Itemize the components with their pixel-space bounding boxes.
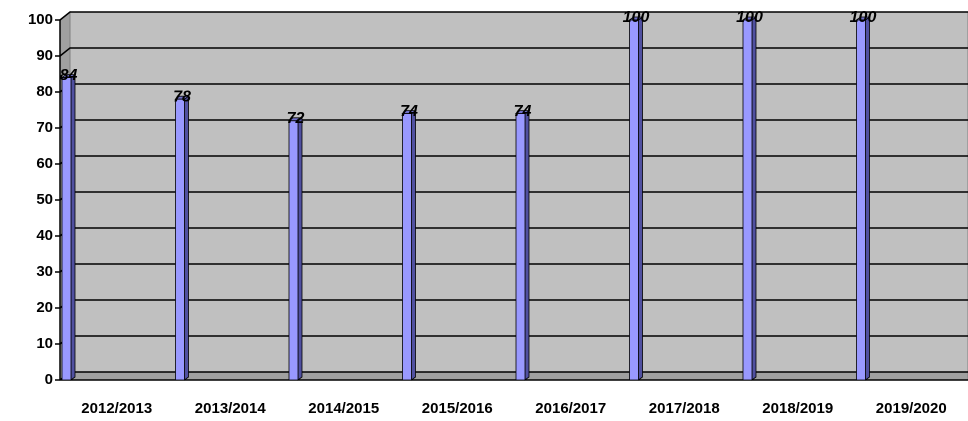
value-label: 72	[287, 110, 305, 127]
x-tick-label: 2018/2019	[762, 400, 833, 417]
y-tick-label: 40	[36, 227, 53, 244]
bar-side	[297, 117, 303, 381]
x-tick-label: 2014/2015	[308, 400, 379, 417]
y-tick-label: 20	[36, 299, 53, 316]
bar	[401, 109, 417, 381]
bar	[514, 109, 531, 381]
floor	[58, 371, 968, 381]
bar-front	[856, 19, 866, 381]
bar-front	[402, 113, 412, 381]
y-tick-label: 10	[36, 335, 53, 352]
grid-line	[59, 47, 968, 57]
value-label: 100	[623, 9, 650, 26]
y-tick-label: 0	[45, 371, 53, 388]
y-tick-label: 50	[36, 191, 53, 208]
value-label: 78	[173, 88, 191, 105]
x-tick-label: 2015/2016	[422, 400, 493, 417]
x-tick-label: 2013/2014	[195, 400, 267, 417]
bar-side	[865, 16, 870, 381]
y-tick-label: 80	[36, 83, 53, 100]
bar-side	[70, 73, 76, 381]
bar-front	[515, 113, 526, 381]
bar	[741, 16, 758, 381]
bar-side	[524, 109, 530, 381]
bar-front	[288, 120, 299, 381]
bar-front	[61, 77, 72, 381]
x-tick-label: 2012/2013	[81, 400, 152, 417]
y-tick-label: 70	[36, 119, 53, 136]
value-label: 100	[736, 9, 763, 26]
x-tick-label: 2019/2020	[876, 400, 947, 417]
bar-side	[411, 109, 416, 381]
y-tick-label: 30	[36, 263, 53, 280]
y-tick-label: 100	[28, 11, 53, 28]
bar	[287, 117, 304, 381]
x-tick-label: 2017/2018	[649, 400, 720, 417]
bar-front	[742, 19, 753, 381]
y-tick-label: 60	[36, 155, 53, 172]
value-label: 84	[60, 67, 78, 84]
bar-side	[184, 95, 189, 381]
y-tick-label: 90	[36, 47, 53, 64]
bar	[628, 16, 644, 381]
bar	[855, 16, 871, 381]
bar-front	[629, 19, 639, 381]
value-label: 74	[514, 103, 532, 120]
grid-line	[59, 11, 968, 21]
x-tick-label: 2016/2017	[535, 400, 606, 417]
bar-side	[751, 16, 757, 381]
bar-side	[638, 16, 643, 381]
bar	[60, 73, 77, 381]
bar	[174, 95, 190, 381]
value-label: 74	[400, 103, 418, 120]
bar-front	[175, 98, 185, 381]
value-label: 100	[850, 9, 877, 26]
